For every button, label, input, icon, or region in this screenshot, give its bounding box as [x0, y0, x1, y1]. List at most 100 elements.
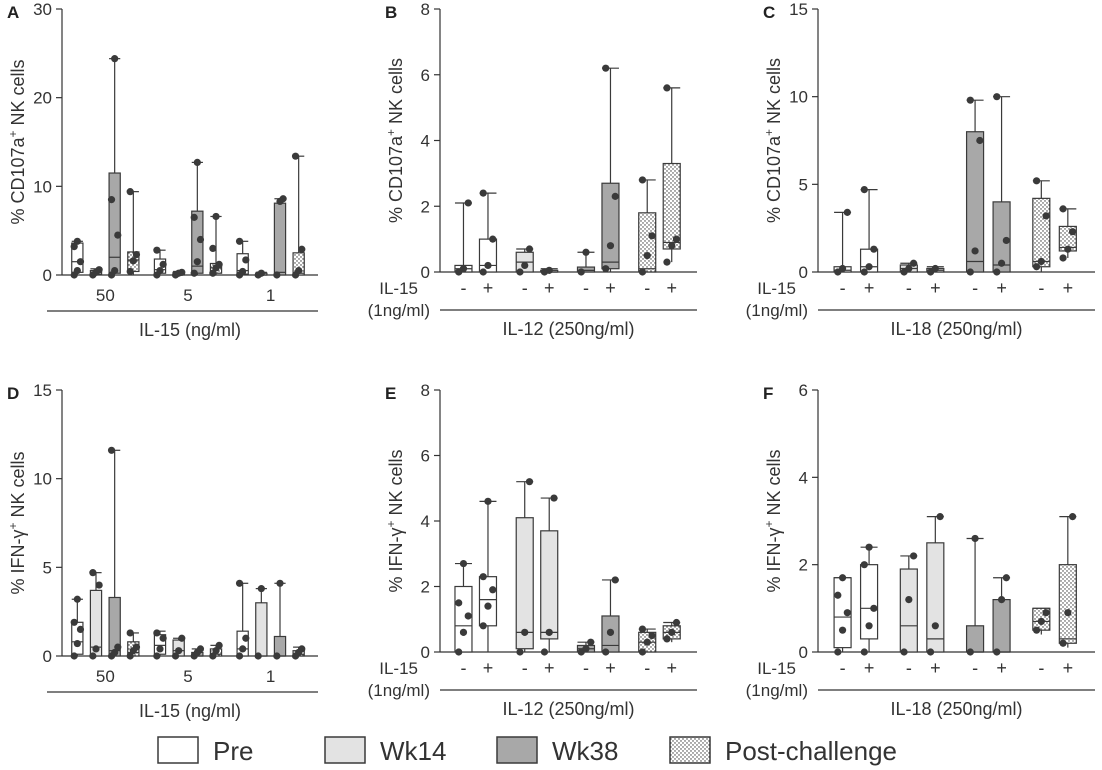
data-point	[242, 256, 250, 264]
y-axis-title-sup: +	[6, 130, 20, 137]
data-point	[577, 268, 585, 276]
x-sign-label: -	[972, 658, 978, 678]
y-axis-title-main: % CD107a	[8, 137, 28, 225]
data-point	[611, 576, 619, 584]
y-axis-title-sup: +	[384, 521, 398, 528]
box-body	[926, 542, 945, 653]
box-pre	[454, 199, 473, 276]
il15-row-label: IL-15	[757, 279, 796, 298]
data-point	[1068, 228, 1077, 236]
data-point	[111, 648, 119, 657]
data-point	[672, 235, 681, 243]
data-point	[209, 269, 217, 277]
legend-item-post: Post-challenge	[669, 736, 897, 766]
data-point	[1037, 617, 1045, 626]
data-point	[606, 242, 615, 250]
data-point	[298, 645, 306, 653]
data-point	[107, 446, 116, 454]
y-tick-label: 0	[43, 266, 52, 285]
y-tick-label: 10	[33, 470, 52, 489]
data-point	[838, 574, 847, 582]
data-point	[254, 652, 262, 660]
y-axis-title-main: % IFN-γ	[8, 530, 28, 595]
data-point	[516, 268, 524, 276]
box-wk14	[171, 634, 186, 660]
data-point	[611, 192, 619, 200]
box-pre	[235, 579, 250, 660]
x-sign-label: -	[1038, 278, 1044, 298]
data-point	[489, 235, 497, 243]
box-post	[662, 84, 681, 266]
data-point	[971, 534, 979, 543]
box-post	[1058, 205, 1077, 262]
data-point	[1032, 626, 1041, 634]
data-point	[602, 265, 610, 273]
x-sign-label: -	[583, 278, 589, 298]
y-tick-label: 4	[799, 468, 808, 487]
data-point	[838, 264, 847, 273]
data-point	[602, 64, 610, 72]
data-point	[455, 648, 463, 656]
box-wk14	[515, 245, 534, 276]
data-point	[865, 263, 873, 271]
data-point	[111, 266, 119, 275]
data-point	[73, 639, 81, 648]
data-point	[484, 497, 492, 505]
data-point	[215, 260, 223, 268]
data-point	[239, 267, 247, 276]
data-point	[843, 208, 851, 216]
data-point	[606, 628, 615, 636]
box-body	[255, 602, 268, 657]
data-point	[521, 628, 529, 636]
data-point	[909, 552, 918, 560]
legend-swatch	[669, 736, 711, 764]
x-sign-label: -	[522, 658, 528, 678]
y-tick-label: 2	[799, 556, 808, 575]
data-point	[459, 559, 468, 568]
data-point	[190, 213, 198, 221]
panel-letter: F	[763, 384, 773, 403]
data-point	[92, 645, 100, 653]
data-point	[1068, 513, 1077, 521]
data-point	[545, 628, 553, 636]
box-wk38	[190, 158, 205, 277]
data-point	[196, 645, 205, 653]
data-point	[545, 266, 553, 274]
legend-swatch	[157, 736, 199, 764]
box-wk14	[540, 494, 559, 656]
data-point	[70, 243, 78, 251]
x-sign-label: +	[1063, 278, 1074, 298]
legend-label: Post-challenge	[725, 736, 897, 766]
data-point	[900, 648, 908, 656]
box-wk14	[171, 268, 186, 279]
x-axis-title: IL-15 (ng/ml)	[139, 320, 241, 340]
box-body	[965, 131, 985, 273]
data-point	[257, 269, 265, 277]
box-wk38	[107, 446, 122, 660]
box-wk14	[899, 552, 918, 656]
data-point	[865, 543, 873, 551]
y-axis-title-main: % IFN-γ	[764, 528, 784, 593]
x-sign-label: -	[644, 658, 650, 678]
data-point	[235, 579, 244, 587]
box-post	[291, 645, 306, 660]
x-sign-label: +	[930, 278, 941, 298]
y-axis-title-tail: NK cells	[386, 58, 406, 129]
data-point	[668, 242, 676, 250]
panel-letter: A	[7, 3, 19, 22]
data-point	[235, 652, 244, 660]
x-sign-label: +	[864, 278, 875, 298]
box-wk38	[992, 574, 1011, 656]
data-point	[126, 629, 134, 637]
box-wk38	[992, 93, 1011, 276]
data-point	[489, 586, 497, 594]
x-group-label: 5	[183, 286, 192, 305]
x-sign-label: +	[483, 658, 494, 678]
x-sign-label: -	[972, 278, 978, 298]
legend-item-wk14: Wk14	[324, 736, 446, 766]
box-post	[638, 625, 657, 656]
panel-letter: D	[7, 384, 19, 403]
x-group-label: 50	[96, 286, 115, 305]
